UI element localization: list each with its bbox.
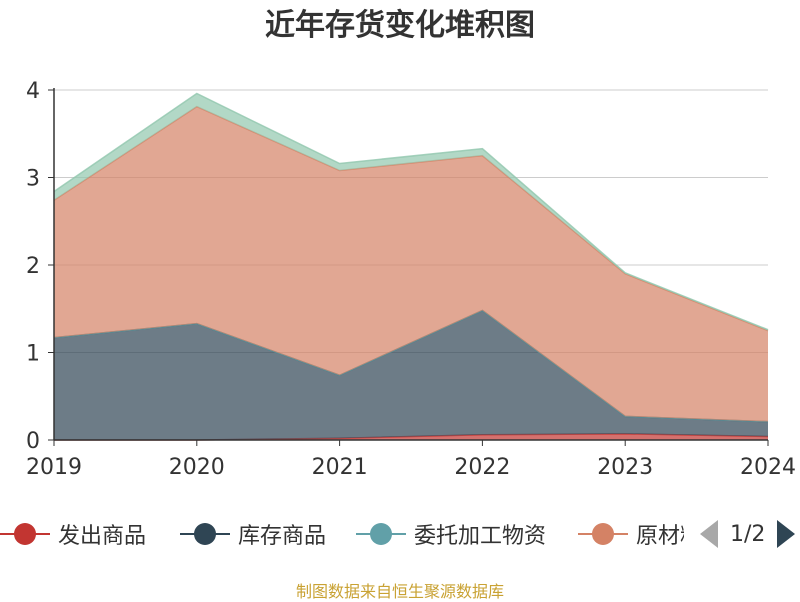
y-tick-label: 1	[26, 342, 40, 367]
x-tick-label: 2021	[312, 455, 368, 480]
legend-marker-icon	[180, 516, 230, 552]
legend-label: 库存商品	[238, 524, 327, 549]
y-tick-label: 3	[26, 167, 40, 192]
legend-label: 委托加工物资	[414, 524, 547, 549]
legend-marker-icon	[0, 516, 50, 552]
area-series-fill	[54, 106, 768, 422]
axes	[53, 88, 769, 446]
legend-marker-icon	[356, 516, 406, 552]
legend-item[interactable]: 原材料	[578, 516, 684, 552]
legend-label: 发出商品	[58, 524, 147, 549]
x-tick-label: 2020	[169, 455, 225, 480]
tick-labels: 0 1 2 3 4 2019 2020 2021 2022 2023 2024	[26, 79, 796, 480]
legend-item[interactable]: 库存商品	[180, 516, 326, 552]
chart-title: 近年存货变化堆积图	[265, 8, 535, 43]
area-series	[53, 92, 769, 441]
y-tick-label: 0	[26, 429, 40, 454]
legend-prev-icon[interactable]	[700, 520, 718, 548]
area-series-fill	[54, 310, 768, 440]
y-tick-label: 2	[26, 254, 40, 279]
x-tick-label: 2019	[26, 455, 82, 480]
legend-next-icon[interactable]	[777, 520, 796, 548]
legend-item[interactable]: 委托加工物资	[356, 516, 546, 552]
area-series-line	[53, 92, 769, 331]
legend: 发出商品 库存商品 委托加工物资 原材料 1/2	[0, 516, 800, 552]
legend-pager: 1/2	[700, 516, 796, 552]
legend-page-indicator: 1/2	[730, 521, 766, 547]
source-note: 制图数据来自恒生聚源数据库	[295, 582, 504, 601]
x-tick-label: 2022	[454, 455, 510, 480]
legend-label: 原材料	[636, 524, 684, 549]
x-tick-label: 2024	[740, 455, 796, 480]
x-tick-label: 2023	[597, 455, 653, 480]
legend-marker-icon	[578, 516, 628, 552]
legend-item[interactable]: 发出商品	[0, 516, 146, 552]
legend-items: 发出商品 库存商品 委托加工物资 原材料	[0, 516, 684, 552]
y-tick-label: 4	[26, 79, 40, 104]
